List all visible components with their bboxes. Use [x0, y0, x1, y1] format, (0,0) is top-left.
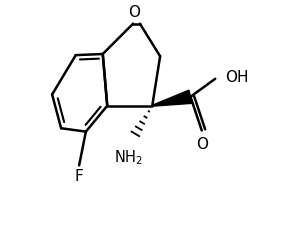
- Text: O: O: [196, 137, 208, 152]
- Text: NH$_2$: NH$_2$: [114, 148, 143, 167]
- Text: OH: OH: [225, 70, 249, 85]
- Polygon shape: [152, 90, 192, 106]
- Text: F: F: [75, 169, 83, 184]
- Text: O: O: [128, 5, 140, 20]
